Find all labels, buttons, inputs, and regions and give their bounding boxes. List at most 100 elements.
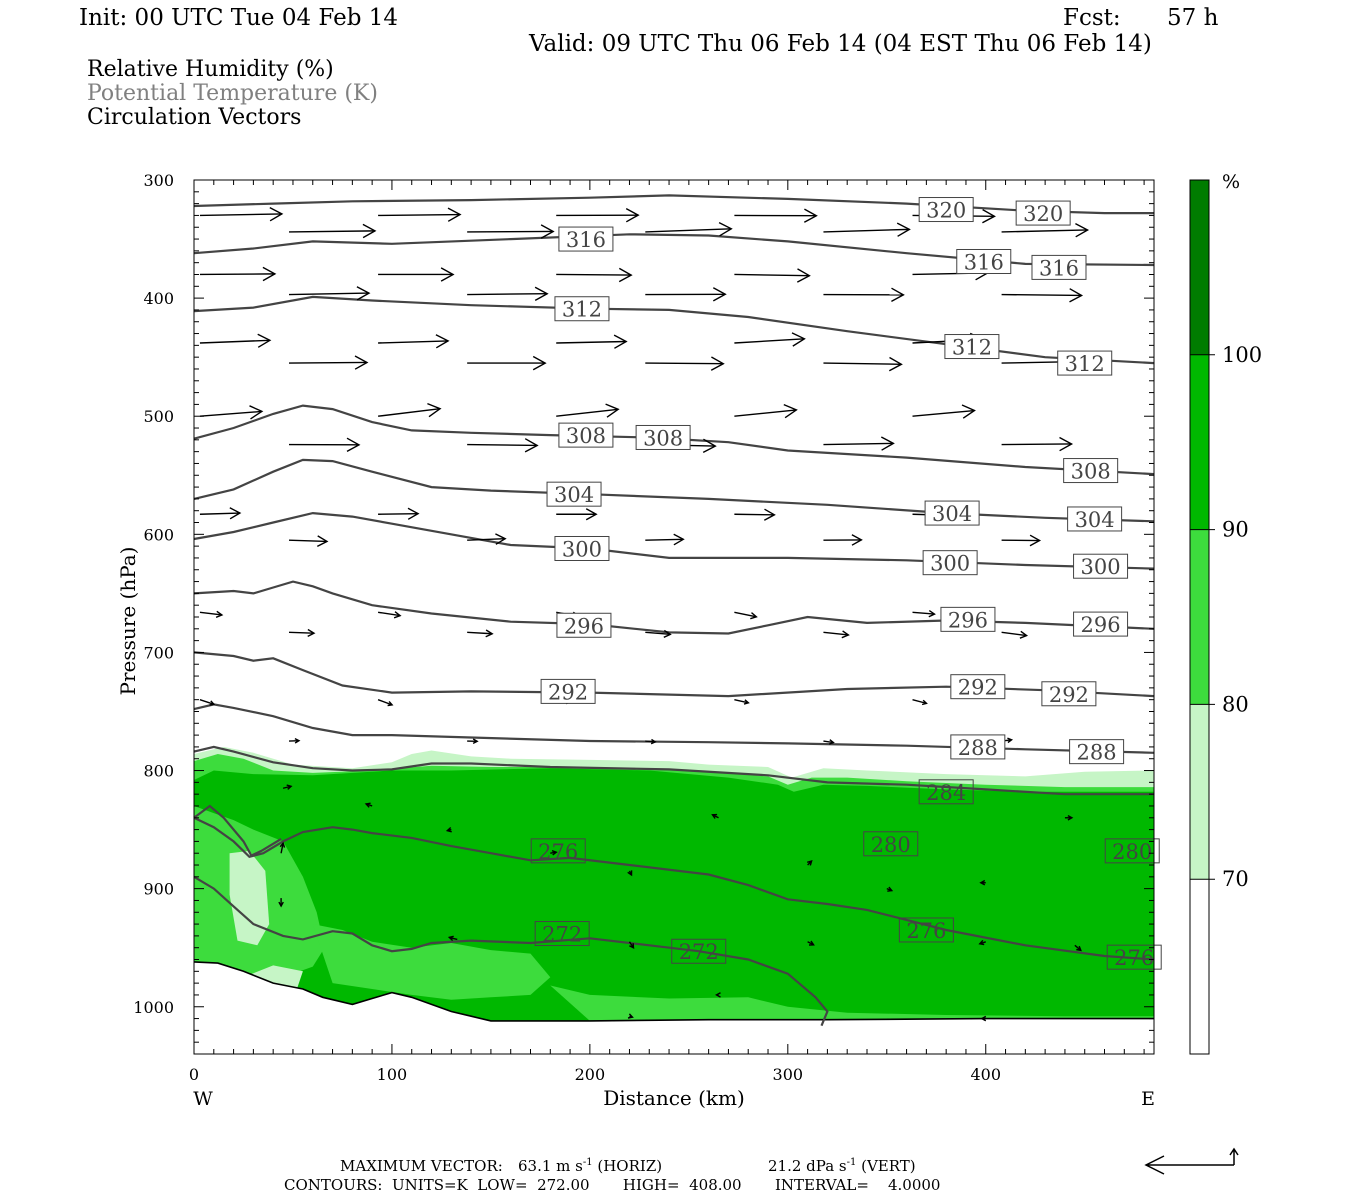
vector-54 <box>734 611 758 620</box>
colorbar: % 100 90 80 70 <box>1189 171 1262 1055</box>
vector-shaft <box>645 631 671 636</box>
contour-label-box <box>1031 254 1087 280</box>
contour-label-308-1: 308 <box>558 422 614 448</box>
relative-humidity-fill <box>194 746 1154 1021</box>
vector-55 <box>912 610 936 618</box>
vector-head <box>605 403 620 418</box>
vector-head <box>495 533 507 545</box>
contour-label-text: 316 <box>566 228 606 252</box>
vector-head <box>257 333 272 348</box>
forecast-label: Fcst: <box>1063 5 1121 31</box>
vector-51 <box>199 610 224 618</box>
max-vector-label: MAXIMUM VECTOR: <box>340 1157 503 1175</box>
contour-label-272-1: 272 <box>534 921 590 947</box>
vector-27 <box>467 355 547 371</box>
contour-label-text: 304 <box>554 483 594 507</box>
contour-label-box <box>898 917 954 943</box>
vector-56 <box>288 628 316 638</box>
vector-head <box>808 940 815 946</box>
vector-shaft <box>199 213 282 217</box>
vector-head <box>286 784 293 790</box>
contour-label-box <box>558 226 614 252</box>
east-label: E <box>1141 1088 1155 1110</box>
x-tick-label: 400 <box>970 1065 1001 1084</box>
contour-label-276-3: 276 <box>1106 944 1162 970</box>
contour-label-text: 288 <box>1077 741 1117 765</box>
contour-label-312-3: 312 <box>1057 350 1113 376</box>
contour-label-292-3: 292 <box>1041 681 1097 707</box>
vector-4 <box>734 208 818 223</box>
theta-contour-5 <box>193 458 1155 523</box>
theta-contour-12 <box>193 875 829 1027</box>
contour-label-text: 308 <box>566 424 606 448</box>
contour-label-text: 288 <box>958 736 998 760</box>
vector-head <box>921 699 928 706</box>
vector-head <box>629 943 635 949</box>
vector-head <box>625 207 640 223</box>
vector-60 <box>1001 630 1029 639</box>
theta-contour-10 <box>193 745 1154 796</box>
vector-head <box>627 870 633 877</box>
contour-label-text: 280 <box>1112 840 1152 864</box>
vector-18 <box>645 287 727 302</box>
vector-shaft <box>467 292 548 296</box>
rh-pocket-5 <box>243 965 303 989</box>
forecast-hours: 57 h <box>1167 5 1219 31</box>
vector-9 <box>823 222 911 237</box>
vector-84 <box>628 941 635 949</box>
rh-pocket-3 <box>312 924 551 1000</box>
max-vector-vertical: 21.2 dPa s-1 (VERT) <box>768 1157 916 1175</box>
contour-label-272-2: 272 <box>671 938 727 964</box>
vector-shaft <box>467 230 554 233</box>
contour-label-box <box>950 674 1006 700</box>
vector-shaft <box>289 361 368 364</box>
vector-42 <box>378 507 420 520</box>
contour-label-text: 272 <box>542 923 582 947</box>
vector-shaft <box>556 408 619 417</box>
contour-label-276-2: 276 <box>898 917 954 943</box>
theta-contour-6 <box>193 511 1155 570</box>
vector-46 <box>288 535 329 548</box>
vector-68 <box>645 738 657 745</box>
contour-label-316-3: 316 <box>1031 254 1087 280</box>
colorbar-segment <box>1190 704 1209 880</box>
vector-shaft <box>467 538 506 541</box>
vector-head <box>650 738 657 745</box>
vector-shaft <box>823 228 910 233</box>
vector-head <box>887 886 894 892</box>
vector-39 <box>823 436 895 451</box>
contour-label-text: 308 <box>643 426 683 450</box>
vector-21 <box>199 333 272 348</box>
vector-shaft <box>645 740 656 743</box>
vector-13 <box>556 267 633 283</box>
colorbar-segment <box>1190 180 1209 355</box>
vector-head <box>279 841 286 848</box>
rh-pocket-4 <box>550 985 1154 1021</box>
vector-61 <box>199 699 216 706</box>
terrain-fill <box>194 961 1154 1054</box>
contour-label-box <box>922 550 978 576</box>
vector-head <box>763 508 776 521</box>
y-axis-title: Pressure (hPa) <box>116 547 140 696</box>
x-tick-label: 200 <box>575 1065 606 1084</box>
contour-label-308-3: 308 <box>1063 458 1119 484</box>
contour-label-320-2: 320 <box>1015 200 1071 226</box>
vector-40 <box>1001 436 1074 452</box>
y-tick-label: 900 <box>143 880 174 899</box>
vector-33 <box>556 403 620 418</box>
contour-label-text: 276 <box>1114 946 1154 970</box>
vector-shaft <box>912 409 975 417</box>
vector-73 <box>445 826 452 833</box>
vector-head <box>1076 945 1082 952</box>
colorbar-segment <box>1190 529 1209 705</box>
vector-shaft <box>280 843 284 854</box>
vector-shaft <box>288 631 315 634</box>
rh-pocket-2 <box>229 850 270 946</box>
contour-label-284-1: 284 <box>918 779 974 805</box>
contour-label-box <box>1015 200 1071 226</box>
vector-shaft <box>823 740 834 744</box>
vector-69 <box>823 739 835 745</box>
contour-label-box <box>944 334 1000 360</box>
vector-head <box>841 630 850 639</box>
